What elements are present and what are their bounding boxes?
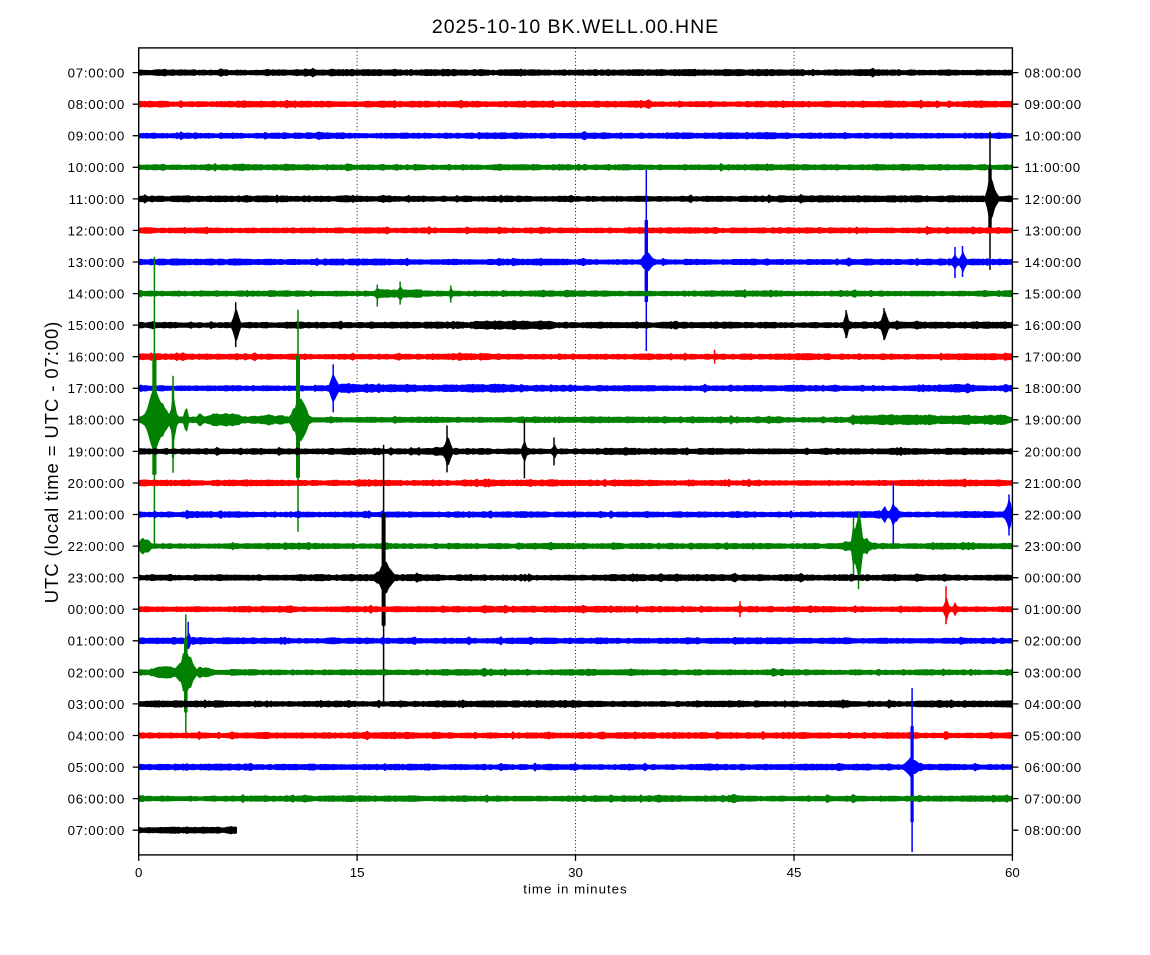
svg-text:02:00:00: 02:00:00: [1025, 634, 1082, 649]
svg-text:16:00:00: 16:00:00: [68, 350, 125, 365]
svg-text:09:00:00: 09:00:00: [1025, 97, 1082, 112]
svg-text:13:00:00: 13:00:00: [68, 255, 125, 270]
svg-text:10:00:00: 10:00:00: [1025, 129, 1082, 144]
svg-text:18:00:00: 18:00:00: [68, 413, 125, 428]
svg-text:06:00:00: 06:00:00: [1025, 760, 1082, 775]
svg-text:20:00:00: 20:00:00: [68, 476, 125, 491]
svg-text:03:00:00: 03:00:00: [1025, 665, 1082, 680]
svg-text:2025-10-10 BK.WELL.00.HNE: 2025-10-10 BK.WELL.00.HNE: [432, 16, 719, 38]
svg-text:12:00:00: 12:00:00: [68, 223, 125, 238]
svg-text:10:00:00: 10:00:00: [68, 160, 125, 175]
svg-text:05:00:00: 05:00:00: [68, 760, 125, 775]
svg-text:17:00:00: 17:00:00: [68, 381, 125, 396]
svg-text:23:00:00: 23:00:00: [1025, 539, 1082, 554]
svg-text:02:00:00: 02:00:00: [68, 665, 125, 680]
svg-text:23:00:00: 23:00:00: [68, 571, 125, 586]
svg-text:18:00:00: 18:00:00: [1025, 381, 1082, 396]
svg-text:15:00:00: 15:00:00: [1025, 287, 1082, 302]
svg-text:05:00:00: 05:00:00: [1025, 728, 1082, 743]
svg-text:21:00:00: 21:00:00: [1025, 476, 1082, 491]
svg-text:15:00:00: 15:00:00: [68, 318, 125, 333]
svg-text:22:00:00: 22:00:00: [1025, 507, 1082, 522]
svg-text:06:00:00: 06:00:00: [68, 792, 125, 807]
svg-text:14:00:00: 14:00:00: [68, 287, 125, 302]
svg-text:08:00:00: 08:00:00: [1025, 66, 1082, 81]
svg-text:time in minutes: time in minutes: [523, 882, 627, 897]
svg-text:30: 30: [568, 865, 583, 880]
svg-text:08:00:00: 08:00:00: [1025, 823, 1082, 838]
svg-text:03:00:00: 03:00:00: [68, 697, 125, 712]
svg-text:16:00:00: 16:00:00: [1025, 318, 1082, 333]
svg-text:20:00:00: 20:00:00: [1025, 444, 1082, 459]
svg-text:01:00:00: 01:00:00: [1025, 602, 1082, 617]
svg-text:13:00:00: 13:00:00: [1025, 223, 1082, 238]
svg-text:00:00:00: 00:00:00: [1025, 571, 1082, 586]
svg-text:14:00:00: 14:00:00: [1025, 255, 1082, 270]
svg-text:UTC (local time = UTC - 07:00): UTC (local time = UTC - 07:00): [41, 321, 62, 603]
svg-text:0: 0: [135, 865, 142, 880]
svg-text:19:00:00: 19:00:00: [68, 444, 125, 459]
svg-text:60: 60: [1005, 865, 1020, 880]
svg-text:15: 15: [350, 865, 365, 880]
svg-text:11:00:00: 11:00:00: [69, 192, 125, 207]
svg-text:09:00:00: 09:00:00: [68, 129, 125, 144]
svg-text:19:00:00: 19:00:00: [1025, 413, 1082, 428]
svg-text:07:00:00: 07:00:00: [68, 823, 125, 838]
svg-text:12:00:00: 12:00:00: [1025, 192, 1082, 207]
svg-text:45: 45: [787, 865, 802, 880]
svg-text:04:00:00: 04:00:00: [68, 728, 125, 743]
svg-text:11:00:00: 11:00:00: [1025, 160, 1081, 175]
svg-text:00:00:00: 00:00:00: [68, 602, 125, 617]
svg-text:08:00:00: 08:00:00: [68, 97, 125, 112]
svg-text:21:00:00: 21:00:00: [68, 507, 125, 522]
svg-text:17:00:00: 17:00:00: [1025, 350, 1082, 365]
svg-text:07:00:00: 07:00:00: [1025, 792, 1082, 807]
svg-text:07:00:00: 07:00:00: [68, 66, 125, 81]
svg-text:01:00:00: 01:00:00: [68, 634, 125, 649]
svg-text:04:00:00: 04:00:00: [1025, 697, 1082, 712]
svg-text:22:00:00: 22:00:00: [68, 539, 125, 554]
